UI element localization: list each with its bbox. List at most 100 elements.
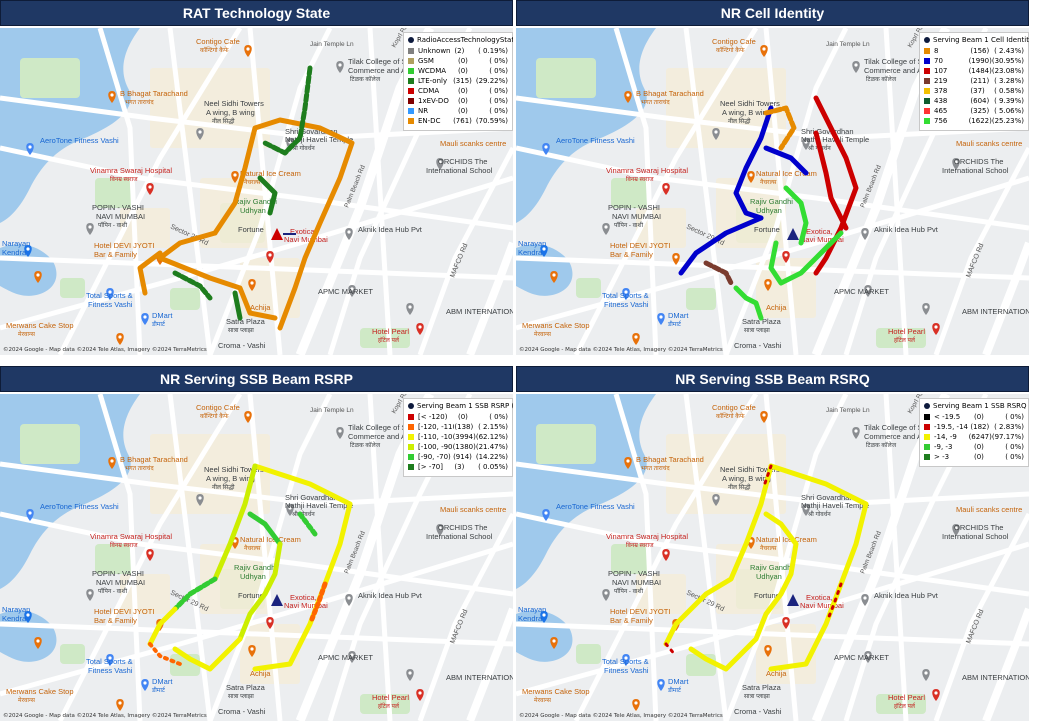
gym-pin-icon <box>542 509 550 521</box>
office-pin-icon <box>406 669 414 681</box>
food-pin-icon <box>747 171 755 183</box>
legend-label: 438 <box>934 97 948 105</box>
map-label: कॉन्टिगो कैफे <box>716 412 745 420</box>
road <box>763 28 799 355</box>
legend-swatch <box>924 118 930 124</box>
legend-row[interactable]: [-90, -70) (914) (14.22%) <box>408 452 508 462</box>
map-label: Vinamra Swaraj Hospital <box>90 532 172 541</box>
drive-route <box>297 511 318 537</box>
road <box>516 461 1029 507</box>
drive-route <box>237 541 283 642</box>
map-label: International School <box>942 166 1009 175</box>
cafe-pin-icon <box>244 45 252 57</box>
legend-row[interactable]: [> -70] (3) ( 0.05%) <box>408 462 508 472</box>
legend-swatch <box>408 444 414 450</box>
legend-row[interactable]: WCDMA (0) ( 0%) <box>408 66 508 76</box>
drive-route <box>257 175 278 216</box>
legend-row[interactable]: Unknown (2) ( 0.19%) <box>408 46 508 56</box>
legend-row[interactable]: 378 (37) ( 0.58%) <box>924 86 1024 96</box>
legend-row[interactable]: -14, -9 (6247) (97.17%) <box>924 432 1024 442</box>
drive-route <box>768 230 844 286</box>
legend-row[interactable]: [-120, -110)(138) ( 2.15%) <box>408 422 508 432</box>
drive-route <box>309 581 328 622</box>
map-label: DMart <box>152 311 173 320</box>
temple-pin-icon <box>802 504 810 516</box>
road <box>367 394 393 721</box>
legend-percent: ( 2.43%) <box>994 47 1024 55</box>
map-label: POPIN - VASHI <box>92 203 144 212</box>
road <box>683 28 729 355</box>
legend-count: (0) <box>458 87 468 95</box>
map-label: Vinamra Swaraj Hospital <box>90 166 172 175</box>
map-label: Fitness Vashi <box>604 300 649 309</box>
legend-row[interactable]: [-110, -100)(3994)(62.12%) <box>408 432 508 442</box>
legend-title: Serving Beam 1 SSB RSRP (dBm) <box>408 402 513 410</box>
drive-route <box>763 105 797 151</box>
map-label: Tilak College of Science <box>348 57 428 66</box>
legend-row[interactable]: < -19.5 (0) ( 0%) <box>924 412 1024 422</box>
legend-percent: (23.08%) <box>991 67 1024 75</box>
legend-row[interactable]: > -3 (0) ( 0%) <box>924 452 1024 462</box>
drive-route <box>826 582 843 621</box>
legend-row[interactable]: 219 (211) ( 3.28%) <box>924 76 1024 86</box>
hospital-pin-icon <box>540 611 548 623</box>
legend-row[interactable]: [-100, -90) (1380) (21.47%) <box>408 442 508 452</box>
map-label: नील सिद्धी <box>212 483 235 491</box>
legend-row[interactable]: -9, -3 (0) ( 0%) <box>924 442 1024 452</box>
map-label: नील सिद्धी <box>728 117 751 125</box>
hotel-pin-icon <box>416 323 424 335</box>
map-label: विनम्र स्वराज <box>626 541 654 549</box>
map-label: AeroTone Fitness Vashi <box>556 136 635 145</box>
cafe-pin-icon <box>760 45 768 57</box>
market-pin-icon <box>864 285 872 297</box>
legend-count: (156) <box>970 47 990 55</box>
drive-route <box>247 511 283 547</box>
legend-swatch <box>408 454 414 460</box>
legend-row[interactable]: 465 (325) ( 5.06%) <box>924 106 1024 116</box>
legend-row[interactable]: 107 (1484) (23.08%) <box>924 66 1024 76</box>
legend-percent: (14.22%) <box>475 453 508 461</box>
legend-row[interactable]: 438 (604) ( 9.39%) <box>924 96 1024 106</box>
road <box>247 28 283 355</box>
map-label: Kendra <box>518 614 543 623</box>
map-label: Exotica, <box>290 227 317 236</box>
map-label: पॉपिन - वाशी <box>98 221 128 229</box>
map-label: Navi Mumbai <box>284 235 328 244</box>
legend-label: EN-DC <box>418 117 441 125</box>
map-label: Natural Ice Cream <box>756 169 817 178</box>
legend-row[interactable]: [< -120) (0) ( 0%) <box>408 412 508 422</box>
drive-route <box>762 464 773 488</box>
legend-row[interactable]: -19.5, -14 (182) ( 2.83%) <box>924 422 1024 432</box>
map-label: DMart <box>668 677 689 686</box>
legend-percent: ( 0%) <box>1005 443 1024 451</box>
drive-route <box>172 636 243 672</box>
map-label: Nathji Haveli Temple <box>285 135 353 144</box>
legend-row[interactable]: NR (0) ( 0%) <box>408 106 508 116</box>
legend-count: (0) <box>974 443 984 451</box>
legend-row[interactable]: 1xEV-DO (0) ( 0%) <box>408 96 508 106</box>
map-label: APMC MARKET <box>318 653 373 662</box>
map-label: Udhyan <box>240 206 266 215</box>
legend-row[interactable]: 8 (156) ( 2.43%) <box>924 46 1024 56</box>
legend-row[interactable]: EN-DC (761) (70.59%) <box>408 116 508 126</box>
legend-row[interactable]: LTE-only (315) (29.22%) <box>408 76 508 86</box>
road <box>0 461 513 507</box>
legend-row[interactable]: 756 (1622) (25.23%) <box>924 116 1024 126</box>
park-area <box>686 288 716 310</box>
map-label: भगत ताराचंद <box>125 99 154 106</box>
road <box>723 394 849 721</box>
school-pin-icon <box>436 524 444 536</box>
map-label: International School <box>426 166 493 175</box>
map-label: Shri Govardhan <box>801 127 854 136</box>
legend-row[interactable]: CDMA (0) ( 0%) <box>408 86 508 96</box>
map-label: Hotel DEVI JYOTI <box>610 607 670 616</box>
road <box>933 512 1029 721</box>
legend-count: (315) <box>453 77 472 85</box>
drive-route <box>252 463 353 672</box>
drive-route <box>678 215 764 276</box>
legend-label: [-100, -90) <box>418 443 453 451</box>
legend-row[interactable]: 70 (1990) (30.95%) <box>924 56 1024 66</box>
map-label: कॉन्टिगो कैफे <box>200 46 229 54</box>
legend-row[interactable]: GSM (0) ( 0%) <box>408 56 508 66</box>
